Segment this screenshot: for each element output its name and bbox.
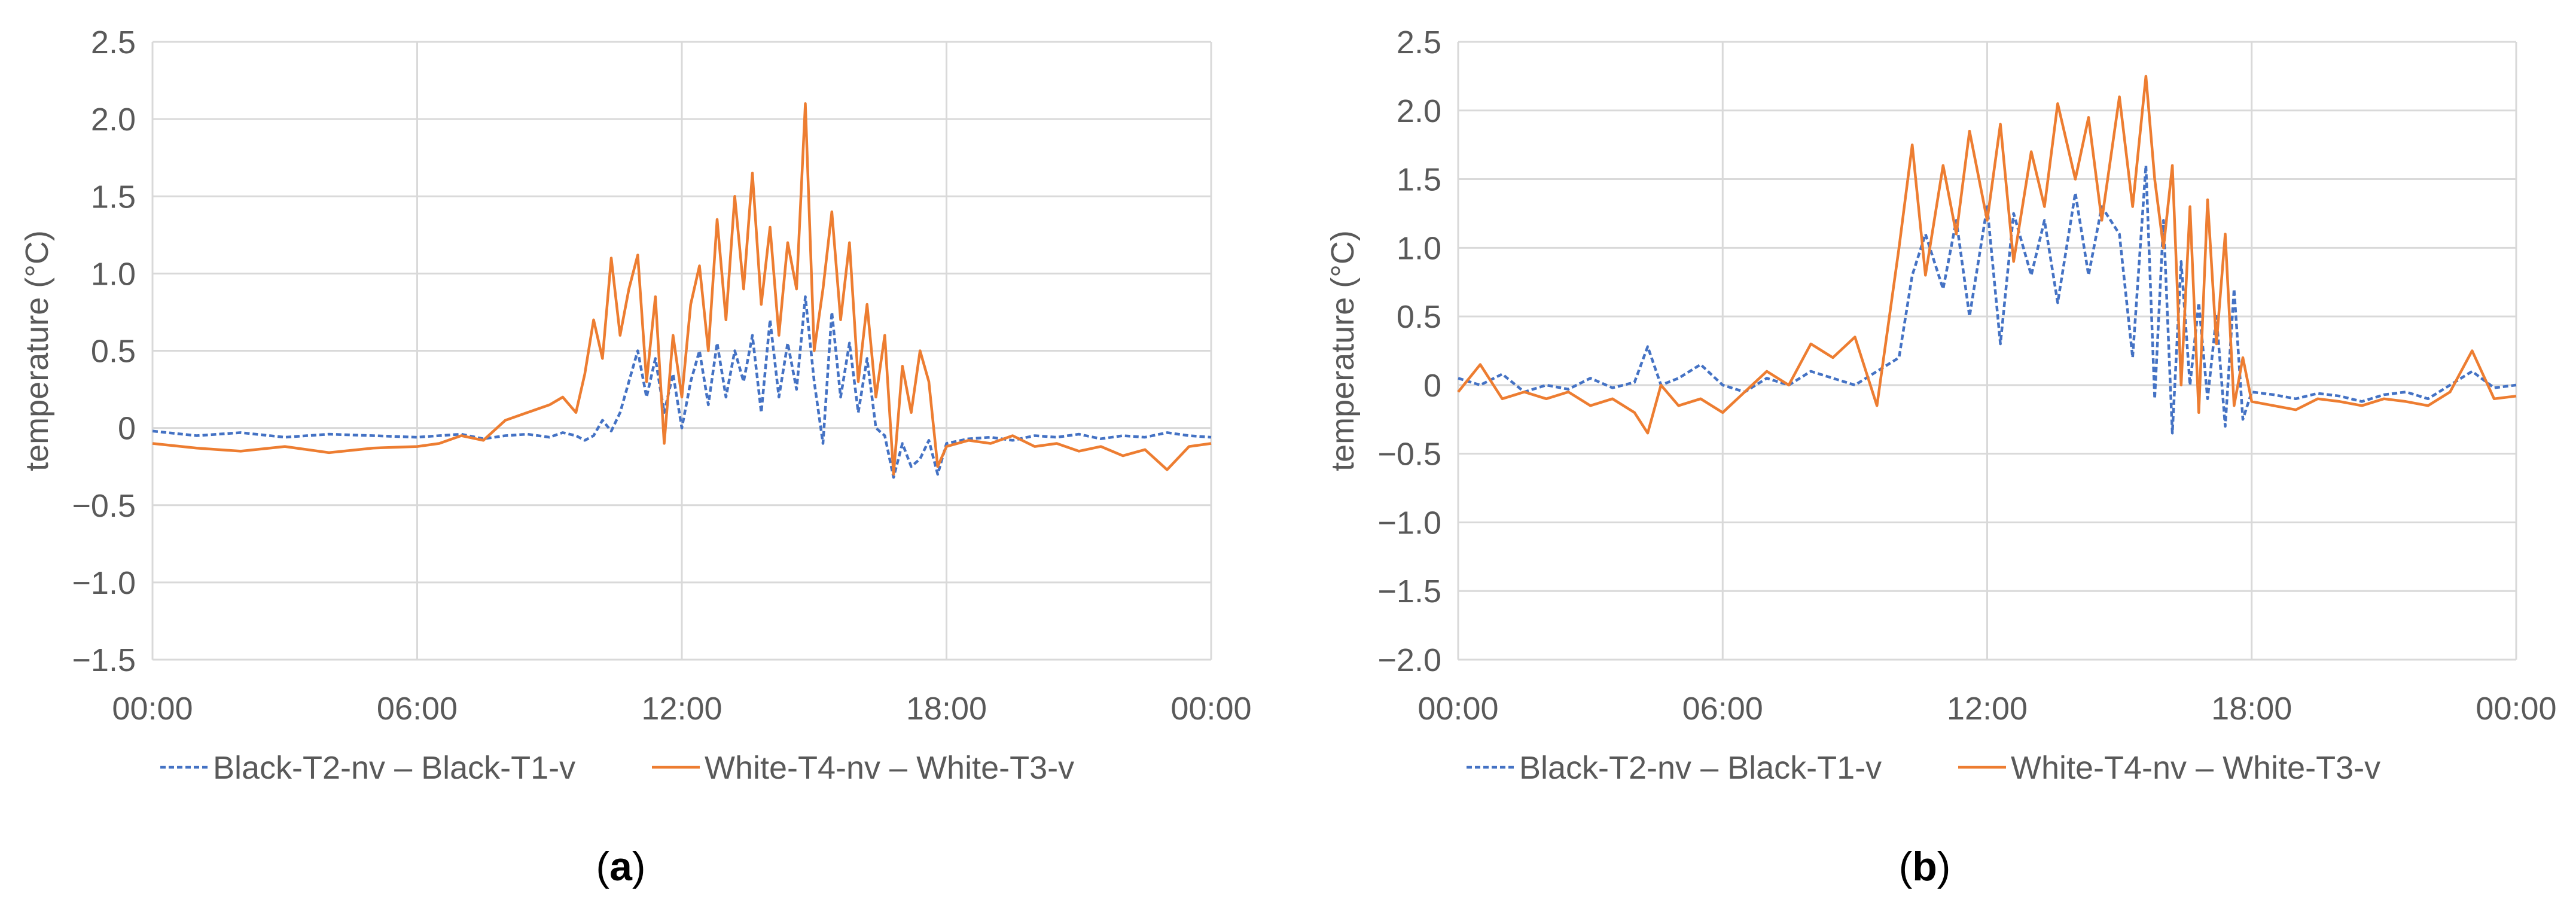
x-tick-label: 12:00 bbox=[641, 691, 722, 727]
y-tick-label: 1.0 bbox=[1397, 230, 1441, 266]
legend-label-white: White-T4-nv – White-T3-v bbox=[2011, 750, 2380, 786]
y-tick-label: 2.0 bbox=[91, 102, 136, 138]
legend-label-black: Black-T2-nv – Black-T1-v bbox=[1519, 750, 1882, 786]
panel-letter: b bbox=[1912, 844, 1937, 889]
y-tick-label: 2.0 bbox=[1397, 93, 1441, 129]
y-tick-label: 1.5 bbox=[1397, 162, 1441, 198]
panel-label: (a) bbox=[596, 844, 645, 889]
y-tick-label: −1.0 bbox=[72, 565, 136, 601]
y-axis-title: temperature (°C) bbox=[19, 230, 55, 471]
panel-letter: a bbox=[609, 844, 633, 889]
y-tick-label: 1.5 bbox=[91, 179, 136, 215]
x-tick-label: 00:00 bbox=[1170, 691, 1251, 727]
plot-area bbox=[1457, 75, 2517, 435]
y-tick-label: 0 bbox=[1423, 368, 1441, 404]
y-tick-label: −1.0 bbox=[1377, 505, 1441, 541]
legend: Black-T2-nv – Black-T1-v White-T4-nv – Wh… bbox=[160, 750, 1074, 786]
x-tick-label: 06:00 bbox=[377, 691, 458, 727]
x-tick-label: 00:00 bbox=[2476, 691, 2556, 727]
x-tick-label: 06:00 bbox=[1682, 691, 1763, 727]
series-line-white bbox=[1457, 75, 2517, 435]
panel-label: (b) bbox=[1899, 844, 1951, 889]
y-tick-label: 0 bbox=[118, 411, 136, 447]
y-tick-label: 0.5 bbox=[91, 334, 136, 370]
plot-area bbox=[152, 102, 1212, 479]
y-tick-label: −0.5 bbox=[72, 488, 136, 524]
legend-label-white: White-T4-nv – White-T3-v bbox=[705, 750, 1074, 786]
series-line-black bbox=[1458, 164, 2517, 435]
y-tick-label: −1.5 bbox=[72, 642, 136, 678]
x-tick-label: 00:00 bbox=[1417, 691, 1498, 727]
y-tick-label: 0.5 bbox=[1397, 299, 1441, 335]
chart-panel-a: −1.5 −1.0 −0.5 0 0.5 1.0 1.5 2.0 2.5 00:00 06:00 12… bbox=[19, 25, 1252, 889]
x-tick-label: 00:00 bbox=[112, 691, 193, 727]
x-tick-label: 12:00 bbox=[1947, 691, 2028, 727]
y-tick-label: 1.0 bbox=[91, 256, 136, 292]
x-tick-label: 18:00 bbox=[906, 691, 987, 727]
y-axis-title: temperature (°C) bbox=[1325, 230, 1361, 471]
y-tick-label: −1.5 bbox=[1377, 574, 1441, 609]
y-tick-label: −2.0 bbox=[1377, 642, 1441, 678]
y-tick-label: 2.5 bbox=[1397, 25, 1441, 60]
chart-panel-b: −2.0 −1.5 −1.0 −0.5 0 0.5 1.0 1.5 2.0 2.5 00:00 06:… bbox=[1325, 25, 2557, 889]
series-line-black bbox=[152, 295, 1212, 479]
y-tick-label: 2.5 bbox=[91, 25, 136, 60]
series-line-white bbox=[152, 102, 1212, 476]
legend-label-black: Black-T2-nv – Black-T1-v bbox=[213, 750, 575, 786]
x-tick-label: 18:00 bbox=[2211, 691, 2292, 727]
legend: Black-T2-nv – Black-T1-v White-T4-nv – Wh… bbox=[1467, 750, 2380, 786]
y-tick-label: −0.5 bbox=[1377, 437, 1441, 472]
